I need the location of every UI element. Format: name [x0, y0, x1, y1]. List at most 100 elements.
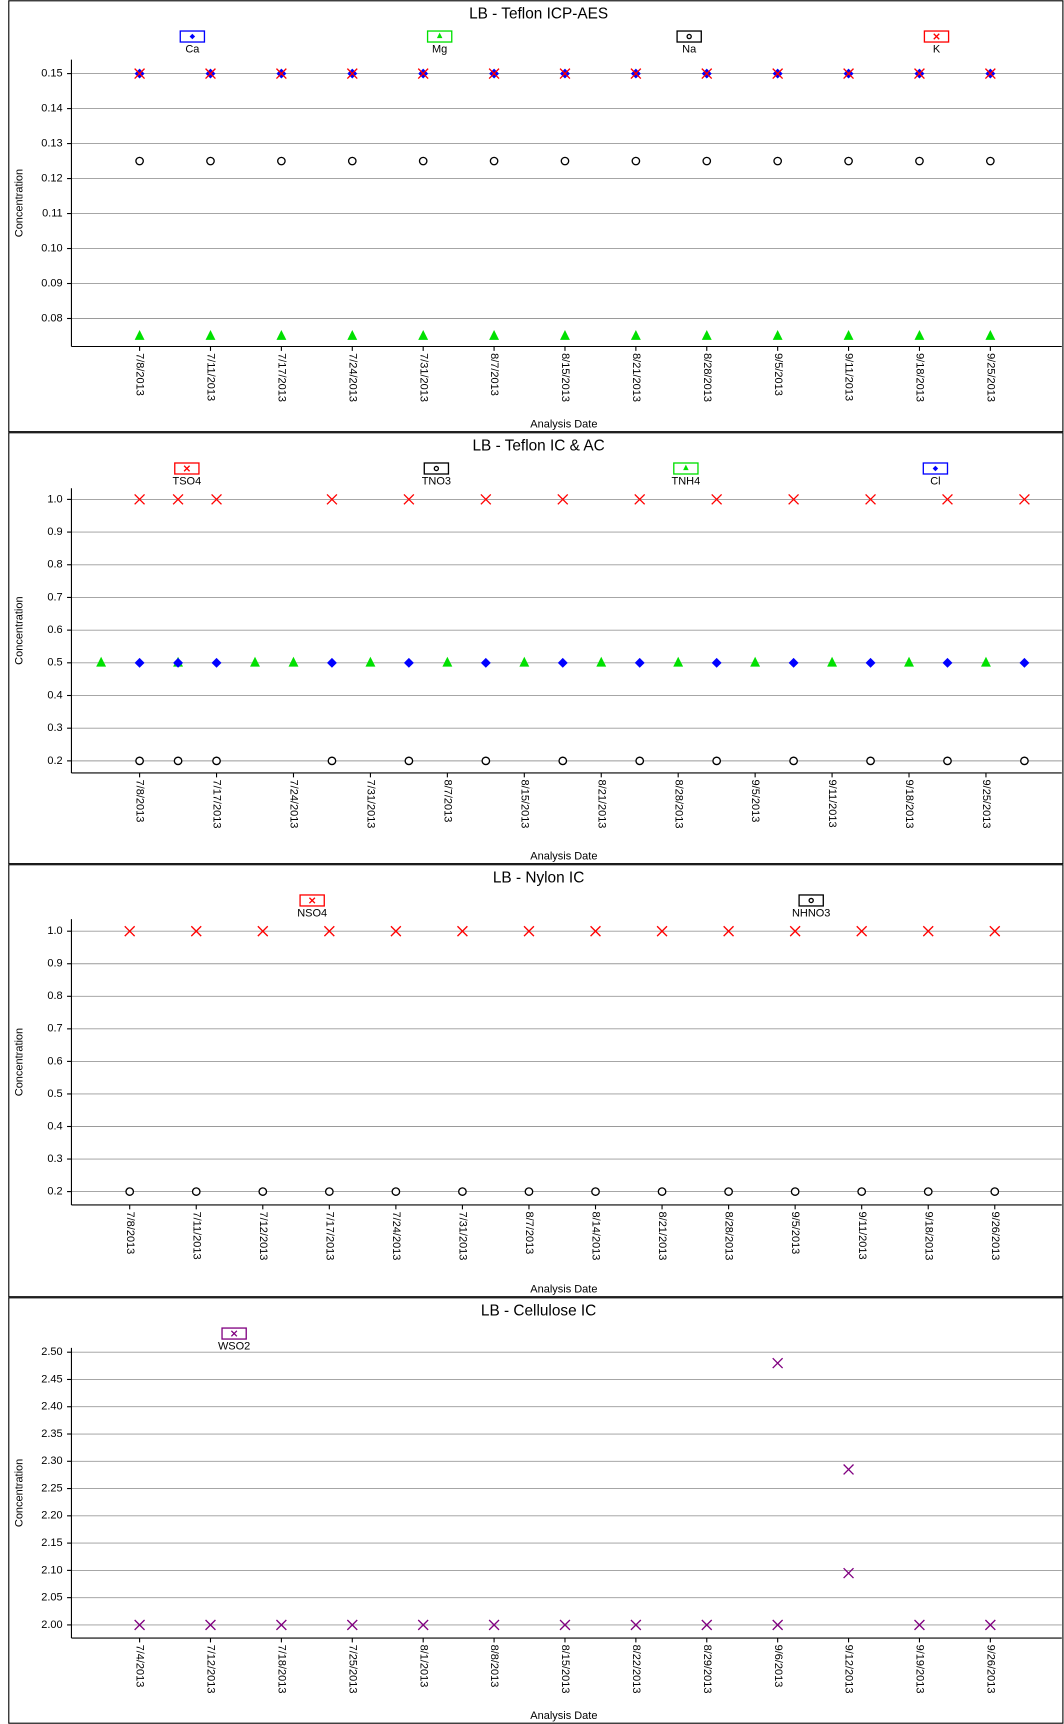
x-tick-label: 7/8/2013	[134, 780, 146, 823]
data-point	[559, 68, 571, 80]
data-point	[211, 493, 222, 505]
data-point	[856, 925, 868, 937]
data-point	[701, 68, 713, 80]
data-point	[346, 1619, 358, 1631]
x-tick-label: 7/8/2013	[134, 353, 146, 396]
data-point	[173, 657, 184, 668]
x-tick-label: 7/17/2013	[323, 1212, 335, 1261]
y-tick-label: 1.0	[47, 925, 62, 937]
x-tick-label: 7/18/2013	[275, 1645, 287, 1694]
panel-frame	[8, 0, 1064, 433]
data-point	[134, 1619, 146, 1631]
data-point	[558, 756, 568, 766]
data-point	[365, 656, 376, 667]
data-point	[1019, 657, 1030, 668]
data-point	[865, 493, 876, 505]
data-point	[989, 925, 1001, 937]
data-point	[403, 657, 414, 668]
x-tick-label: 8/8/2013	[488, 1645, 500, 1688]
x-tick-label: 9/18/2013	[922, 1212, 934, 1261]
data-point	[417, 1619, 429, 1631]
x-tick-label: 9/11/2013	[826, 780, 838, 828]
x-axis-label: Analysis Date	[530, 418, 597, 430]
x-tick-label: 7/31/2013	[457, 1212, 469, 1261]
data-point	[458, 1187, 467, 1196]
chart-title: LB - Cellulose IC	[481, 1303, 596, 1320]
data-point	[985, 329, 996, 340]
y-tick-label: 0.7	[47, 1023, 62, 1035]
x-tick-label: 7/11/2013	[190, 1212, 202, 1260]
data-point	[206, 156, 215, 166]
y-tick-label: 2.05	[41, 1592, 62, 1604]
y-tick-label: 2.40	[41, 1401, 62, 1413]
data-point	[205, 1619, 216, 1631]
data-point	[904, 656, 914, 667]
data-point	[519, 656, 530, 667]
data-point	[942, 493, 953, 505]
data-point	[1020, 756, 1029, 766]
data-point	[724, 1187, 733, 1196]
legend-marker	[683, 464, 689, 471]
legend-marker	[183, 465, 191, 472]
data-point	[772, 1357, 784, 1369]
y-tick-label: 0.08	[41, 312, 62, 324]
y-tick-label: 0.09	[41, 277, 62, 289]
x-axis-label: Analysis Date	[530, 1283, 597, 1295]
data-point	[391, 1187, 401, 1196]
data-point	[557, 493, 569, 505]
x-tick-label: 7/12/2013	[205, 1645, 217, 1694]
data-point	[191, 1187, 201, 1196]
data-point	[390, 925, 402, 937]
data-point	[865, 657, 876, 668]
data-point	[417, 68, 429, 80]
data-point	[772, 1619, 784, 1631]
y-axis-label: Concentration	[14, 1459, 26, 1527]
x-tick-label: 9/26/2013	[989, 1212, 1001, 1261]
legend-marker	[932, 465, 939, 472]
x-tick-label: 8/15/2013	[559, 1645, 571, 1694]
data-point	[789, 925, 801, 937]
y-tick-label: 0.15	[41, 68, 62, 80]
data-point	[327, 756, 337, 766]
legend-marker	[808, 897, 814, 904]
chart-title: LB - Teflon IC & AC	[473, 438, 605, 455]
data-point	[96, 656, 107, 667]
data-point	[134, 68, 146, 80]
data-point	[211, 657, 222, 668]
data-point	[324, 1187, 334, 1196]
y-tick-label: 0.13	[41, 137, 62, 149]
data-point	[403, 493, 415, 505]
data-point	[523, 925, 535, 937]
data-point	[258, 1187, 268, 1196]
data-point	[1019, 493, 1030, 505]
data-point	[789, 756, 798, 766]
legend-label: Cl	[930, 476, 940, 488]
x-tick-label: 7/24/2013	[288, 780, 300, 829]
y-tick-label: 2.00	[41, 1619, 62, 1631]
y-tick-label: 0.9	[47, 526, 62, 538]
y-tick-label: 0.8	[47, 559, 62, 571]
x-tick-label: 8/7/2013	[441, 780, 453, 823]
data-point	[790, 1187, 800, 1196]
data-point	[404, 756, 414, 766]
data-point	[634, 657, 645, 668]
data-point	[457, 925, 468, 937]
x-tick-label: 9/18/2013	[903, 780, 915, 829]
x-tick-label: 7/8/2013	[124, 1212, 136, 1255]
data-point	[673, 656, 684, 667]
data-point	[190, 925, 202, 937]
legend-label: WSO2	[218, 1341, 250, 1353]
legend-marker	[308, 897, 316, 904]
x-tick-label: 7/12/2013	[257, 1212, 269, 1261]
y-tick-label: 0.10	[41, 242, 62, 254]
x-axis-label: Analysis Date	[530, 1710, 597, 1722]
data-point	[205, 329, 216, 340]
y-tick-label: 2.15	[41, 1537, 62, 1549]
data-point	[914, 68, 925, 80]
panel-frame	[8, 864, 1064, 1298]
x-tick-label: 9/11/2013	[843, 353, 855, 401]
legend-label: Na	[682, 44, 697, 56]
data-point	[135, 156, 144, 166]
y-tick-label: 0.4	[47, 689, 62, 701]
